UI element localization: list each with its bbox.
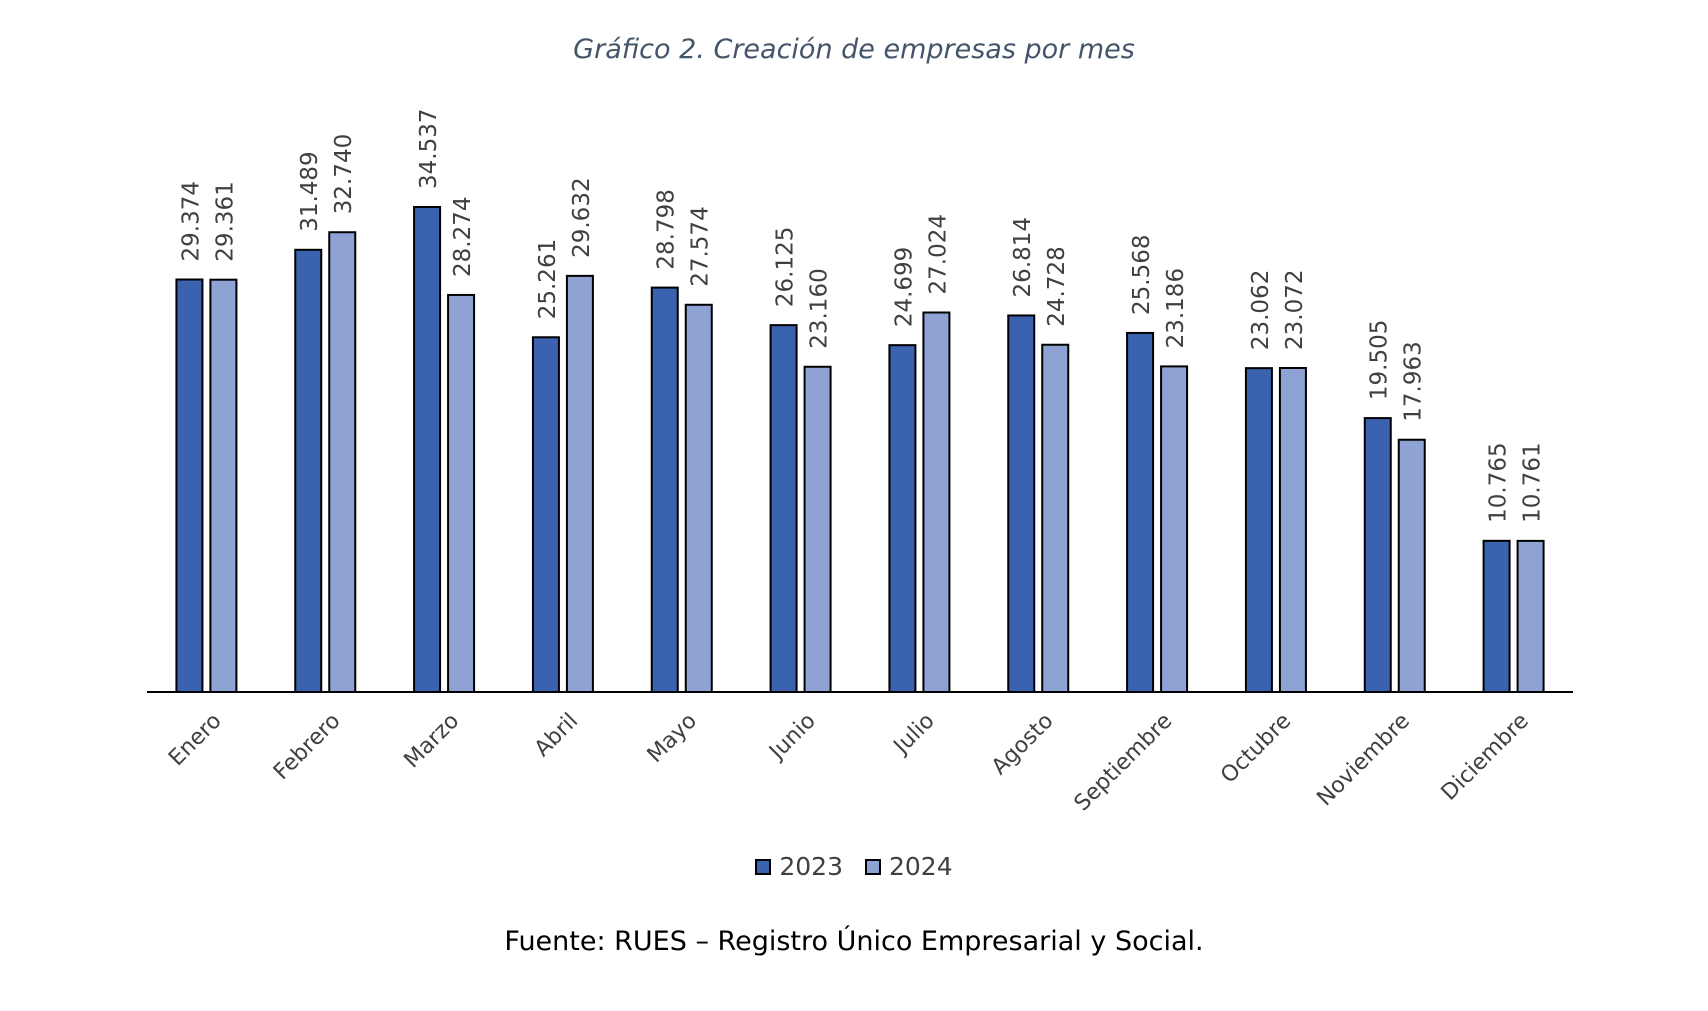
bar-2024-marzo bbox=[447, 293, 476, 693]
data-label-2023-abril: 25.261 bbox=[535, 239, 561, 319]
data-label-2024-marzo: 28.274 bbox=[450, 196, 476, 276]
legend-swatch-2024 bbox=[865, 858, 881, 875]
bar-2023-marzo bbox=[413, 206, 442, 693]
data-label-2024-julio: 27.024 bbox=[925, 214, 951, 294]
legend-item-2023: 2023 bbox=[755, 852, 843, 881]
category-label-febrero: Febrero bbox=[269, 709, 345, 785]
bar-2023-enero bbox=[175, 278, 204, 693]
data-label-2024-diciembre: 10.761 bbox=[1520, 442, 1546, 522]
bar-2023-febrero bbox=[294, 248, 323, 693]
category-label-abril: Abril bbox=[530, 709, 583, 762]
bar-2024-agosto bbox=[1041, 343, 1070, 693]
category-label-junio: Junio bbox=[764, 709, 821, 766]
category-label-mayo: Mayo bbox=[643, 709, 702, 768]
data-label-2023-junio: 26.125 bbox=[773, 227, 799, 307]
bar-2024-septiembre bbox=[1160, 365, 1189, 693]
bar-2024-diciembre bbox=[1516, 539, 1545, 693]
data-label-2024-junio: 23.160 bbox=[807, 268, 833, 348]
bar-2023-septiembre bbox=[1126, 331, 1155, 693]
data-label-2024-abril: 29.632 bbox=[569, 177, 595, 257]
chart-title: Gráfico 2. Creación de empresas por mes bbox=[573, 34, 1135, 65]
data-label-2023-febrero: 31.489 bbox=[297, 151, 323, 231]
data-label-2023-enero: 29.374 bbox=[178, 181, 204, 261]
legend-label-2024: 2024 bbox=[889, 852, 953, 881]
bar-2023-noviembre bbox=[1363, 417, 1392, 693]
bar-2024-julio bbox=[922, 311, 951, 693]
data-label-2024-septiembre: 23.186 bbox=[1163, 268, 1189, 348]
category-label-noviembre: Noviembre bbox=[1312, 709, 1415, 812]
bar-2023-julio bbox=[888, 344, 917, 693]
category-label-marzo: Marzo bbox=[400, 709, 465, 774]
data-label-2023-agosto: 26.814 bbox=[1010, 217, 1036, 297]
bar-2023-agosto bbox=[1007, 314, 1036, 693]
bar-2024-junio bbox=[803, 365, 832, 693]
bar-2024-octubre bbox=[1278, 367, 1307, 693]
data-label-2023-diciembre: 10.765 bbox=[1486, 442, 1512, 522]
data-label-2023-septiembre: 25.568 bbox=[1129, 234, 1155, 314]
data-label-2023-marzo: 34.537 bbox=[416, 109, 442, 189]
data-label-2023-julio: 24.699 bbox=[891, 247, 917, 327]
category-label-septiembre: Septiembre bbox=[1070, 709, 1178, 817]
data-label-2024-mayo: 27.574 bbox=[688, 206, 714, 286]
data-label-2024-noviembre: 17.963 bbox=[1401, 341, 1427, 421]
data-label-2024-octubre: 23.072 bbox=[1282, 270, 1308, 350]
category-label-julio: Julio bbox=[888, 709, 940, 761]
bar-2023-junio bbox=[769, 324, 798, 693]
legend-label-2023: 2023 bbox=[779, 852, 843, 881]
category-label-enero: Enero bbox=[164, 709, 227, 772]
bar-2023-abril bbox=[531, 336, 560, 693]
bar-2024-enero bbox=[209, 278, 238, 693]
source-note: Fuente: RUES – Registro Único Empresaria… bbox=[504, 926, 1204, 957]
bar-2023-diciembre bbox=[1482, 539, 1511, 693]
bar-2023-mayo bbox=[650, 286, 679, 693]
data-label-2024-agosto: 24.728 bbox=[1044, 246, 1070, 326]
data-label-2024-febrero: 32.740 bbox=[331, 134, 357, 214]
category-label-diciembre: Diciembre bbox=[1437, 709, 1534, 806]
category-label-octubre: Octubre bbox=[1216, 709, 1296, 789]
bar-2024-noviembre bbox=[1397, 438, 1426, 693]
legend-item-2024: 2024 bbox=[865, 852, 953, 881]
bar-2023-octubre bbox=[1244, 367, 1273, 693]
data-label-2024-enero: 29.361 bbox=[212, 181, 238, 261]
legend-swatch-2023 bbox=[755, 858, 772, 875]
bar-2024-febrero bbox=[328, 231, 357, 693]
legend: 2023 2024 bbox=[0, 852, 1708, 881]
data-label-2023-noviembre: 19.505 bbox=[1367, 320, 1393, 400]
data-label-2023-mayo: 28.798 bbox=[654, 189, 680, 269]
bar-2024-mayo bbox=[684, 303, 713, 693]
bar-2024-abril bbox=[565, 274, 594, 693]
data-label-2023-octubre: 23.062 bbox=[1248, 270, 1274, 350]
category-label-agosto: Agosto bbox=[987, 709, 1058, 780]
